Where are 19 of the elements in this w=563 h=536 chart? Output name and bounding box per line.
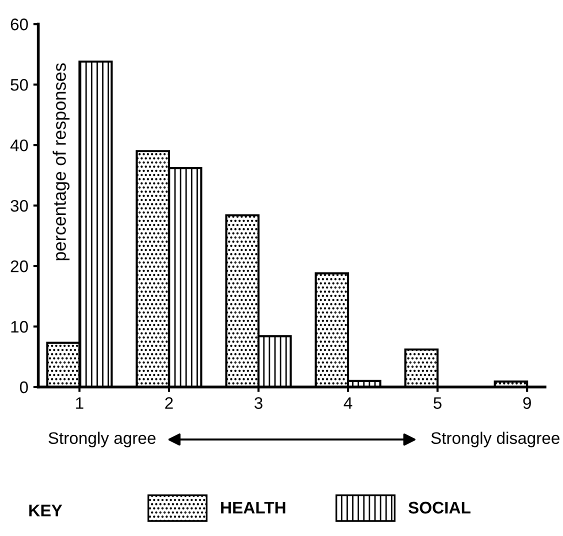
x-tick-label: 5 [434, 397, 442, 409]
text: Strongly disagree [431, 432, 560, 448]
y-tick-label: 40 [10, 139, 28, 152]
x-tick-label: 1 [76, 397, 84, 409]
legend-title: KEY [29, 504, 62, 516]
y-tick-label: 60 [10, 18, 28, 30]
x-tick-label: 2 [165, 397, 173, 409]
legend-label: SOCIAL [408, 502, 470, 514]
text: Strongly agree [48, 432, 156, 448]
legend-label: HEALTH [221, 502, 286, 514]
y-tick-label: 50 [10, 79, 28, 91]
x-tick-label: 3 [254, 397, 262, 409]
y-tick-label: 10 [11, 320, 28, 333]
y-tick-label: 20 [10, 260, 28, 272]
x-tick-label: 4 [344, 397, 352, 409]
y-axis-title: percentage of responses [52, 63, 70, 260]
y-tick-label: 30 [10, 200, 28, 212]
y-tick-label: 0 [20, 381, 28, 394]
x-tick-label: 9 [523, 397, 531, 409]
